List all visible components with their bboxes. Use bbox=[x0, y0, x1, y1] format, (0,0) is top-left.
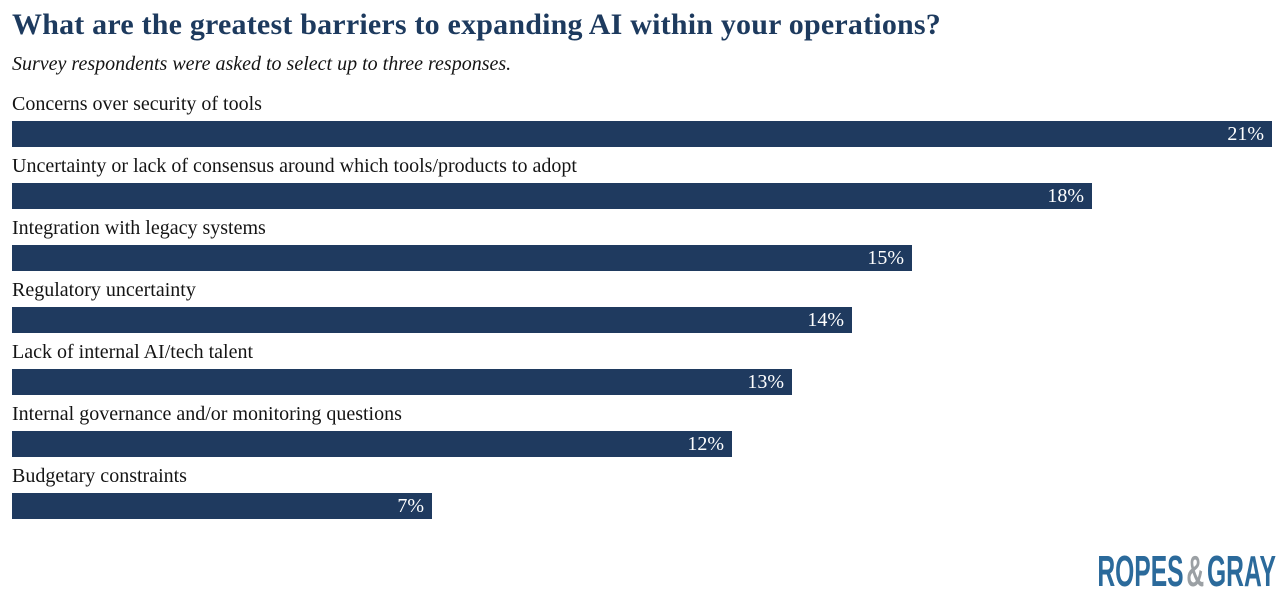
bar-value: 18% bbox=[1047, 184, 1084, 207]
bar-row: Internal governance and/or monitoring qu… bbox=[12, 402, 1272, 457]
bar-value: 13% bbox=[747, 370, 784, 393]
bar: 21% bbox=[12, 120, 1272, 147]
bar-label: Budgetary constraints bbox=[12, 464, 187, 487]
logo-word-ropes: ROPES bbox=[1097, 547, 1184, 596]
chart-title: What are the greatest barriers to expand… bbox=[12, 8, 941, 41]
bar-value: 12% bbox=[687, 432, 724, 455]
bar-row: Concerns over security of tools 21% bbox=[12, 92, 1272, 147]
bar-label: Uncertainty or lack of consensus around … bbox=[12, 154, 577, 177]
bar-label: Concerns over security of tools bbox=[12, 92, 262, 115]
bar-value: 21% bbox=[1227, 122, 1264, 145]
bar-value: 14% bbox=[807, 308, 844, 331]
bar-label: Lack of internal AI/tech talent bbox=[12, 340, 254, 363]
bar-value: 7% bbox=[397, 494, 424, 517]
bar-row: Regulatory uncertainty 14% bbox=[12, 278, 1272, 333]
bar-row: Lack of internal AI/tech talent 13% bbox=[12, 340, 1272, 395]
logo-word-gray: GRAY bbox=[1207, 547, 1276, 596]
logo-ampersand: & bbox=[1186, 547, 1205, 596]
bar: 18% bbox=[12, 182, 1092, 209]
bar-row: Integration with legacy systems 15% bbox=[12, 216, 1272, 271]
bar: 13% bbox=[12, 368, 792, 395]
ropes-gray-logo: ROPES & GRAY bbox=[1097, 550, 1276, 594]
bar: 14% bbox=[12, 306, 852, 333]
bar-row: Budgetary constraints 7% bbox=[12, 464, 1272, 519]
bar-rows: Concerns over security of tools 21% Unce… bbox=[12, 92, 1272, 519]
bar-label: Internal governance and/or monitoring qu… bbox=[12, 402, 402, 425]
bar-row: Uncertainty or lack of consensus around … bbox=[12, 154, 1272, 209]
bar: 15% bbox=[12, 244, 912, 271]
chart-subtitle: Survey respondents were asked to select … bbox=[12, 52, 512, 75]
bar-value: 15% bbox=[867, 246, 904, 269]
bar-label: Integration with legacy systems bbox=[12, 216, 266, 239]
bar: 7% bbox=[12, 492, 432, 519]
bar-label: Regulatory uncertainty bbox=[12, 278, 196, 301]
bar: 12% bbox=[12, 430, 732, 457]
